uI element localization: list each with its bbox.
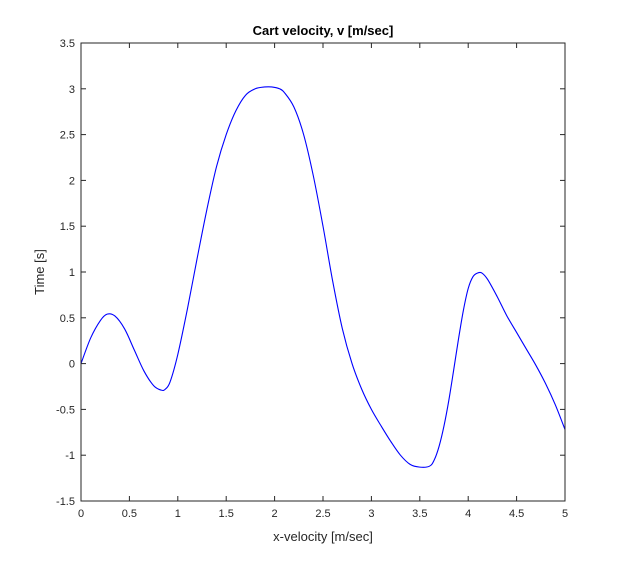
x-tick-label: 0.5 [122, 508, 137, 520]
x-tick-label: 4 [465, 508, 471, 520]
x-tick-label: 0 [78, 508, 84, 520]
x-tick-label: 4.5 [509, 508, 524, 520]
x-tick-label: 2 [272, 508, 278, 520]
y-tick-label: 1 [69, 267, 75, 279]
x-tick-label: 3.5 [412, 508, 427, 520]
y-tick-label: 2 [69, 175, 75, 187]
y-tick-label: -0.5 [56, 404, 75, 416]
y-tick-label: 3.5 [60, 38, 75, 50]
y-tick-label: 3 [69, 84, 75, 96]
y-tick-label: 2.5 [60, 130, 75, 142]
y-tick-label: -1 [65, 450, 75, 462]
x-axis-label: x-velocity [m/sec] [273, 529, 373, 544]
x-tick-label: 3 [368, 508, 374, 520]
y-tick-label: 0 [69, 359, 75, 371]
x-ticks: 0 0.5 1 1.5 2 2.5 3 3.5 4 4.5 5 [78, 43, 568, 520]
plot-area [81, 43, 565, 501]
x-tick-label: 2.5 [315, 508, 330, 520]
series-layer [80, 86, 566, 468]
y-tick-label: 1.5 [60, 221, 75, 233]
x-tick-label: 1 [175, 508, 181, 520]
y-tick-label: 0.5 [60, 313, 75, 325]
series-line [80, 86, 566, 468]
y-ticks: -1.5 -1 -0.5 0 0.5 1 1.5 2 2.5 3 3.5 [56, 38, 565, 508]
x-tick-label: 1.5 [219, 508, 234, 520]
y-axis-label: Time [s] [32, 249, 47, 295]
x-tick-label: 5 [562, 508, 568, 520]
y-tick-label: -1.5 [56, 496, 75, 508]
chart-title: Cart velocity, v [m/sec] [253, 23, 394, 38]
axes-box [80, 42, 566, 502]
